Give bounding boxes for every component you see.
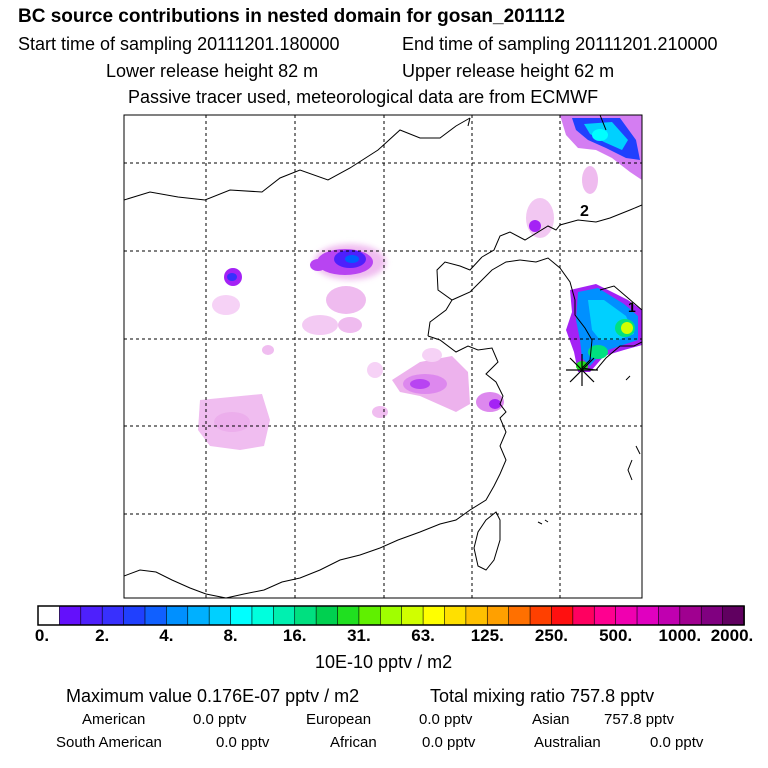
colorbar-tick-label: 250. — [534, 626, 568, 645]
start-time-label: Start time of sampling 20111201.180000 — [18, 34, 340, 54]
colorbar-swatch — [593, 605, 617, 626]
colorbar-swatch — [251, 605, 275, 626]
colorbar-tick-label: 500. — [599, 626, 633, 645]
receptor-marker-icon — [566, 354, 598, 386]
region-african-label: African — [330, 734, 377, 751]
region-asian-value: 757.8 pptv — [604, 711, 675, 728]
upper-height-label: Upper release height 62 m — [402, 61, 615, 81]
colorbar-swatch — [80, 605, 103, 626]
region-asian-label: Asian — [532, 711, 570, 728]
colorbar-frame — [37, 605, 745, 626]
region-australian-value: 0.0 pptv — [650, 734, 704, 751]
colorbar-unit: 10E-10 pptv / m2 — [315, 652, 453, 672]
colorbar-swatch — [636, 605, 660, 626]
region-south-american-value: 0.0 pptv — [216, 734, 270, 751]
region-american-value: 0.0 pptv — [193, 711, 247, 728]
colorbar-swatch — [187, 605, 210, 626]
colorbar-swatch — [59, 605, 82, 626]
colorbar-tick-label: 16. — [282, 626, 307, 645]
colorbar-swatch — [101, 605, 125, 626]
region-south-american-label: South American — [56, 734, 162, 751]
colorbar-swatch — [422, 605, 446, 626]
colorbar-swatch — [486, 605, 510, 626]
map-frame — [123, 114, 643, 599]
colorbar-swatch — [37, 605, 61, 626]
region-european-value: 0.0 pptv — [419, 711, 473, 728]
colorbar-swatch — [572, 605, 596, 626]
colorbar-swatch — [230, 605, 253, 626]
colorbar-swatch — [273, 605, 296, 626]
colorbar-swatch — [615, 605, 638, 626]
region-european-label: European — [306, 711, 372, 728]
plot-title: BC source contributions in nested domain… — [18, 6, 565, 27]
colorbar-swatch — [658, 605, 681, 626]
colorbar-swatch — [465, 605, 489, 626]
colorbar-tick-label: 2. — [95, 626, 110, 645]
colorbar-swatch — [358, 605, 382, 626]
region-african-value: 0.0 pptv — [422, 734, 476, 751]
colorbar-tick-label: 63. — [411, 626, 435, 645]
colorbar-swatch — [337, 605, 360, 626]
coastlines — [124, 115, 642, 598]
colorbar-tick-label: 1000. — [658, 626, 702, 645]
colorbar-swatch — [380, 605, 403, 626]
colorbar-swatch — [700, 605, 724, 626]
lower-height-label: Lower release height 82 m — [106, 61, 319, 81]
colorbar — [37, 605, 745, 626]
colorbar-swatch — [551, 605, 574, 626]
colorbar-swatch — [722, 605, 745, 626]
colorbar-swatch — [123, 605, 146, 626]
region-australian-label: Australian — [534, 734, 601, 751]
marker-label-2: 2 — [580, 203, 589, 220]
colorbar-swatch — [529, 605, 553, 626]
colorbar-tick-label: 2000. — [710, 626, 754, 645]
colorbar-tick-label: 4. — [159, 626, 174, 645]
colorbar-swatch — [144, 605, 168, 626]
contribution-fields — [198, 115, 642, 450]
colorbar-swatch — [508, 605, 531, 626]
colorbar-tick-label: 0. — [34, 626, 50, 645]
total-mixing-ratio: Total mixing ratio 757.8 pptv — [430, 686, 655, 706]
data-source-note: Passive tracer used, meteorological data… — [128, 87, 599, 107]
region-american-label: American — [82, 711, 146, 728]
colorbar-tick-label: 31. — [347, 626, 371, 645]
colorbar-swatch — [401, 605, 424, 626]
colorbar-tick-label: 125. — [470, 626, 504, 645]
colorbar-swatch — [208, 605, 232, 626]
maximum-value: Maximum value 0.176E-07 pptv / m2 — [66, 686, 360, 706]
marker-label-1: 1 — [628, 299, 636, 315]
end-time-label: End time of sampling 20111201.210000 — [402, 34, 718, 54]
colorbar-swatch — [679, 605, 703, 626]
colorbar-swatch — [166, 605, 189, 626]
colorbar-tick-label: 8. — [223, 626, 238, 645]
lat-lon-grid — [124, 115, 642, 598]
colorbar-swatch — [444, 605, 467, 626]
colorbar-swatch — [315, 605, 339, 626]
colorbar-swatch — [294, 605, 317, 626]
